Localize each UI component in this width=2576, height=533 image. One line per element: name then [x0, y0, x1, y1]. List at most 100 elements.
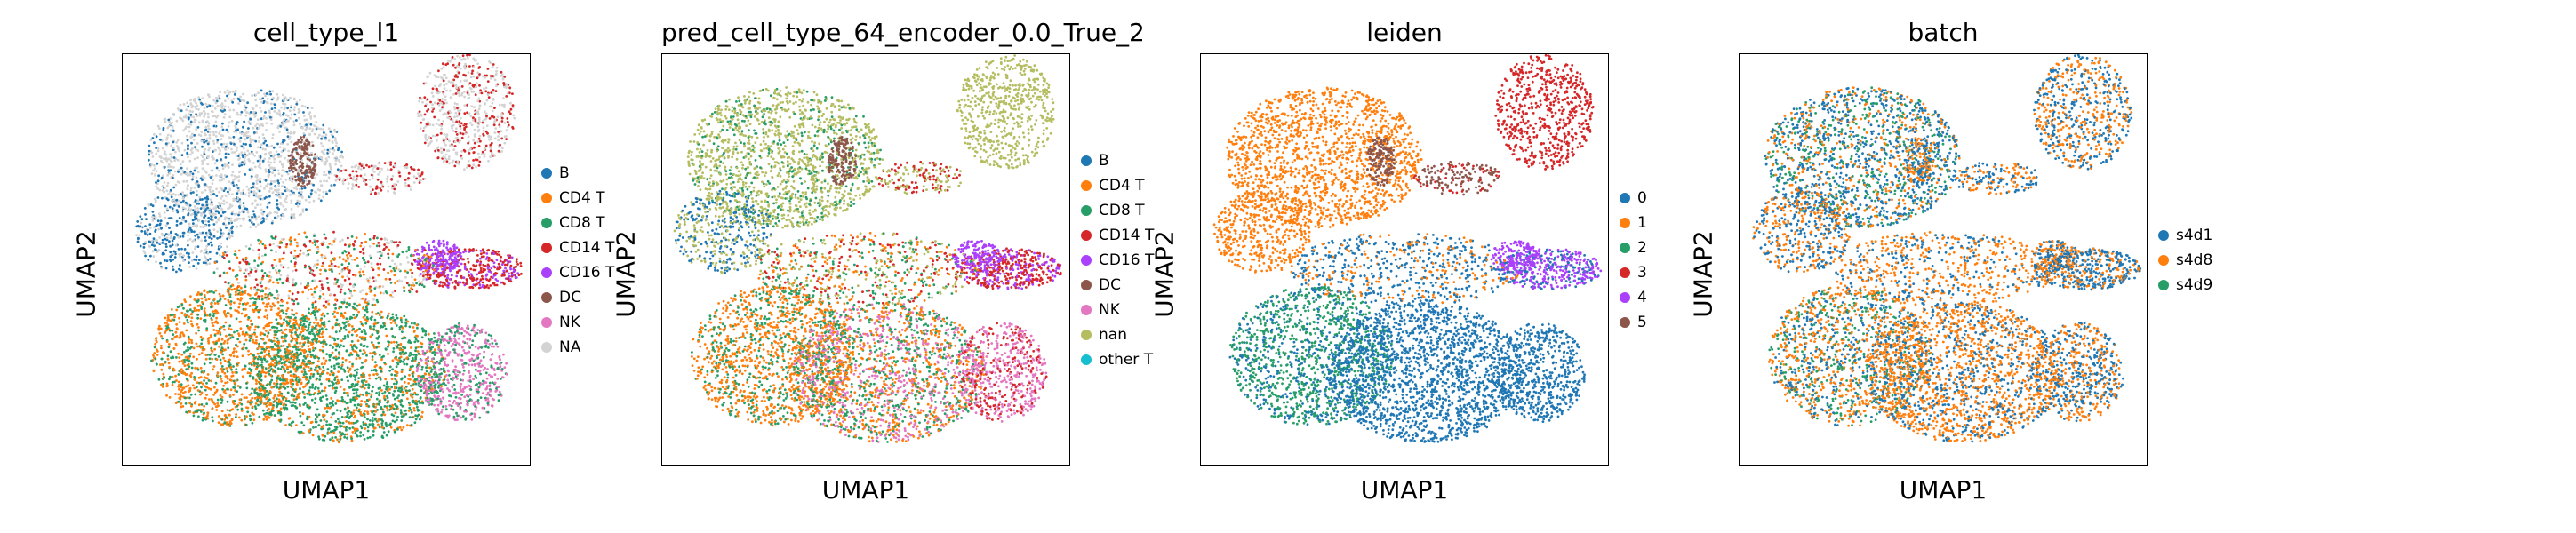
cell-point: [198, 195, 201, 199]
cell-point: [238, 302, 242, 306]
cell-point: [421, 266, 424, 270]
cell-point: [481, 75, 484, 78]
cell-point: [370, 173, 373, 177]
cell-point: [463, 248, 467, 251]
cell-point: [220, 367, 223, 370]
cell-point: [160, 368, 164, 371]
cell-point: [452, 244, 455, 248]
cell-point: [320, 279, 324, 282]
cell-point: [351, 183, 355, 186]
cell-point: [166, 316, 170, 320]
cell-point: [189, 393, 193, 396]
cell-point: [180, 311, 184, 314]
cell-point: [252, 194, 256, 197]
cell-point: [284, 102, 287, 106]
cell-point: [324, 138, 327, 141]
cell-point: [165, 259, 169, 263]
cell-point: [225, 128, 228, 131]
cell-point: [468, 286, 472, 289]
cell-point: [281, 374, 284, 377]
cell-point: [269, 161, 273, 164]
cell-point: [505, 95, 508, 98]
cell-point: [211, 416, 214, 419]
cell-point: [177, 146, 180, 149]
cell-point: [393, 241, 396, 244]
cell-point: [364, 240, 367, 243]
cell-point: [157, 212, 161, 216]
cell-point: [324, 257, 327, 260]
cell-point: [291, 150, 294, 154]
cell-point: [277, 109, 281, 113]
cell-point: [274, 186, 277, 189]
cell-point: [276, 142, 279, 146]
cell-point: [364, 261, 367, 264]
cell-point: [285, 119, 289, 123]
cell-point: [179, 264, 181, 266]
cell-point: [320, 283, 324, 287]
cell-point: [156, 196, 160, 199]
cell-point: [169, 153, 172, 155]
cell-point: [503, 85, 506, 89]
cell-point: [163, 252, 165, 256]
cell-point: [516, 263, 519, 266]
cell-point: [148, 245, 152, 248]
cell-point: [228, 203, 232, 206]
cell-point: [460, 150, 464, 153]
cell-point: [172, 204, 176, 207]
cell-point: [180, 141, 184, 145]
cell-point: [192, 346, 196, 350]
cell-point: [251, 421, 254, 425]
cell-point: [443, 270, 446, 274]
cell-point: [252, 191, 256, 195]
cell-point: [269, 151, 272, 154]
cell-point: [313, 163, 316, 165]
cell-point: [316, 188, 320, 191]
cell-point: [288, 135, 292, 139]
cell-point: [353, 240, 356, 243]
cell-point: [231, 408, 235, 411]
cell-point: [248, 329, 252, 331]
cell-point: [403, 286, 405, 289]
cell-point: [206, 197, 209, 201]
cell-point: [500, 263, 504, 266]
cell-point: [188, 227, 192, 229]
cell-point: [292, 401, 295, 404]
cell-point: [203, 109, 205, 113]
cell-point: [482, 129, 485, 132]
cell-point: [195, 259, 198, 262]
cell-point: [199, 410, 203, 413]
cell-point: [415, 290, 419, 293]
cell-point: [444, 282, 446, 286]
cell-point: [144, 240, 147, 243]
cell-point: [491, 252, 493, 256]
cell-point: [325, 192, 328, 195]
cell-point: [412, 259, 416, 262]
cell-point: [466, 166, 468, 169]
cell-point: [187, 144, 189, 147]
cell-point: [376, 251, 380, 254]
cell-point: [330, 259, 332, 263]
cell-point: [456, 139, 460, 142]
cell-point: [284, 208, 288, 211]
cell-point: [363, 259, 365, 262]
cell-point: [216, 140, 219, 144]
cell-point: [208, 185, 212, 188]
cell-point: [222, 115, 226, 119]
cell-point: [385, 178, 388, 180]
cell-point: [230, 288, 234, 291]
cell-point: [271, 171, 274, 175]
cell-point: [207, 223, 211, 227]
cell-point: [264, 309, 268, 312]
cell-point: [394, 162, 396, 165]
cell-point: [184, 219, 188, 223]
cell-point: [424, 257, 428, 260]
cell-point: [330, 133, 333, 137]
cell-point: [159, 242, 162, 244]
cell-point: [199, 346, 203, 349]
cell-point: [188, 338, 191, 341]
cell-point: [289, 365, 292, 369]
cell-point: [287, 294, 291, 298]
cell-point: [240, 99, 244, 102]
cell-point: [206, 417, 209, 420]
cell-point: [495, 272, 499, 275]
